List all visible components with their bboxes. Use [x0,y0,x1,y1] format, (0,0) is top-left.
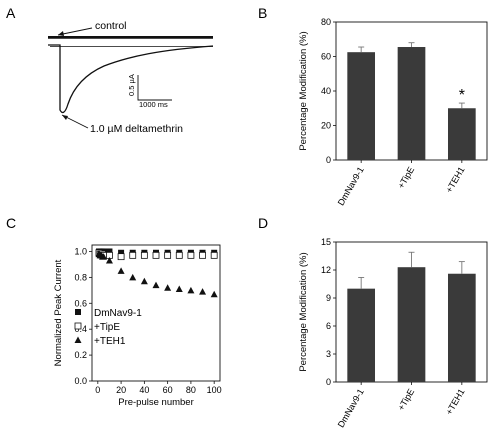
category-label: +TEH1 [444,387,467,416]
y-tick-label: 0.0 [74,376,87,386]
data-point [210,251,218,259]
bar [447,108,476,160]
data-point [117,253,125,261]
legend-label: DmNav9-1 [94,308,142,319]
bar-chart-b: Percentage Modification (%) 0 20 40 60 80 DmN… [298,17,488,207]
data-point [118,249,125,256]
panel-label-d: D [258,215,268,231]
data-point [117,267,125,274]
y-tick-label: 0.8 [74,272,87,282]
bar-chart-d-ylabel: Percentage Modification (%) [298,252,309,371]
scatter-chart-c: Normalized Peak Current Pre-pulse number… [53,244,222,408]
data-point [129,251,137,259]
y-tick-label: 0.2 [74,350,87,360]
category-label: DmNav9-1 [336,165,366,207]
y-tick-label: 0.6 [74,298,87,308]
y-tick-label: 0 [326,155,331,165]
bar-chart-b-ylabel: Percentage Modification (%) [298,31,309,150]
deltamethrin-label: 1.0 µM deltamethrin [90,123,183,135]
y-tick-label: 3 [326,349,331,359]
data-point [129,273,137,281]
panel-label-a: A [6,5,16,21]
x-tick-label: 0 [95,385,100,395]
legend-marker [74,322,82,330]
legend-label: +TipE [94,322,120,333]
bar [347,52,376,160]
panel-a-traces: control 1.0 µM deltamethrin 0.5 µA 1000 … [48,20,214,135]
data-point [187,286,195,294]
bar-chart-d: Percentage Modification (%) 0 3 6 9 12 15 DmNa… [298,237,488,428]
x-tick-label: 40 [139,385,149,395]
category-label: +TipE [396,387,416,412]
y-tick-label: 40 [321,86,331,96]
scatter-chart-c-ylabel: Normalized Peak Current [53,259,64,366]
data-point [175,285,183,293]
y-tick-label: 1.0 [74,246,87,256]
deltamethrin-arrowhead [62,115,68,120]
data-point [210,290,218,298]
data-point [164,251,172,259]
data-point [105,257,113,264]
y-tick-label: 0 [326,377,331,387]
bar [397,47,426,161]
control-arrow [57,27,93,36]
category-label: DmNav9-1 [336,387,366,428]
legend-marker [74,336,82,343]
category-label: +TEH1 [444,165,467,194]
control-label: control [95,20,127,32]
bar [397,267,426,382]
deltamethrin-trace [48,44,214,114]
x-tick-label: 80 [186,385,196,395]
bar [447,273,476,382]
data-point [140,251,148,259]
x-tick-label: 20 [116,385,126,395]
significance-marker: * [459,87,465,104]
data-point [100,253,108,260]
y-tick-label: 20 [321,121,331,131]
plot-frame [91,244,221,382]
y-tick-label: 12 [321,265,331,275]
bar [347,288,376,382]
control-arrowhead [58,31,64,36]
scale-bar [137,75,172,101]
legend-marker [75,309,81,315]
scale-current-label: 0.5 µA [127,74,136,96]
scale-time-label: 1000 ms [139,100,168,109]
data-point [175,251,183,259]
data-point [152,251,160,259]
x-tick-label: 100 [207,385,222,395]
y-tick-label: 80 [321,17,331,27]
data-point [152,281,160,289]
data-point [164,284,172,291]
x-tick-label: 60 [163,385,173,395]
data-point [199,288,207,295]
y-tick-label: 15 [321,237,331,247]
scatter-chart-c-xlabel: Pre-pulse number [118,397,194,408]
panel-label-c: C [6,215,16,231]
y-tick-label: 6 [326,321,331,331]
y-tick-label: 9 [326,293,331,303]
panel-label-b: B [258,5,267,21]
category-label: +TipE [396,165,416,190]
data-point [187,251,195,259]
data-point [106,248,113,255]
y-tick-label: 60 [321,52,331,62]
data-point [140,277,148,285]
legend-label: +TEH1 [94,336,126,347]
data-point [199,251,206,259]
